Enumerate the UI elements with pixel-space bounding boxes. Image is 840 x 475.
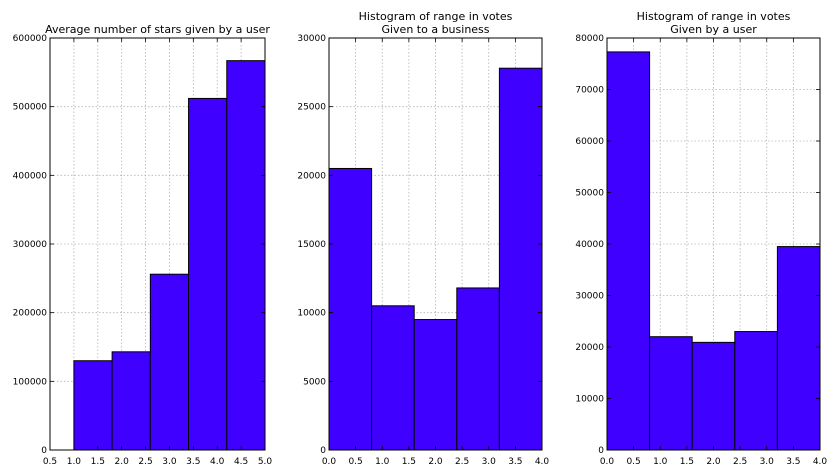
y-tick-label: 400000 bbox=[13, 171, 48, 181]
y-tick-label: 25000 bbox=[297, 103, 326, 113]
y-tick-label: 600000 bbox=[13, 34, 48, 44]
y-tick-label: 200000 bbox=[13, 309, 48, 319]
x-tick-label: 0.0 bbox=[322, 457, 337, 467]
x-tick-label: 0.0 bbox=[600, 457, 615, 467]
y-tick-label: 50000 bbox=[575, 189, 604, 199]
chart-title: Histogram of range in votes bbox=[359, 10, 513, 23]
x-tick-label: 1.5 bbox=[402, 457, 416, 467]
ticks: 0.5 1.0 1.5 2.0 2.5 3.0 3.5 4.0 4.5 5.0 0 100000 200… bbox=[13, 34, 273, 467]
bar bbox=[413, 319, 458, 451]
x-tick-label: 0.5 bbox=[348, 457, 362, 467]
y-tick-label: 20000 bbox=[297, 171, 326, 181]
bar bbox=[111, 351, 151, 451]
bar bbox=[691, 341, 736, 451]
x-tick-label: 1.5 bbox=[91, 457, 105, 467]
x-tick-label: 3.0 bbox=[482, 457, 497, 467]
chart-title: Histogram of range in votes bbox=[637, 10, 791, 23]
y-tick-label: 40000 bbox=[575, 240, 604, 250]
bar bbox=[73, 360, 113, 451]
bar bbox=[371, 305, 415, 451]
y-tick-label: 0 bbox=[41, 446, 47, 456]
y-tick-label: 0 bbox=[320, 446, 326, 456]
y-tick-label: 15000 bbox=[297, 240, 326, 250]
x-tick-label: 0.5 bbox=[43, 457, 57, 467]
x-tick-label: 2.5 bbox=[138, 457, 152, 467]
histogram-panel-3: 0.0 0.5 1.0 1.5 2.0 2.5 3.0 3.5 4.0 0 10000 20000 30… bbox=[575, 10, 827, 467]
bar bbox=[649, 336, 693, 451]
y-tick-label: 500000 bbox=[13, 103, 48, 113]
y-tick-label: 5000 bbox=[303, 377, 326, 387]
y-tick-label: 10000 bbox=[575, 395, 604, 405]
y-tick-label: 60000 bbox=[575, 137, 604, 147]
bar bbox=[734, 331, 778, 451]
bar bbox=[226, 60, 266, 451]
y-tick-label: 30000 bbox=[575, 292, 604, 302]
ticks: 0.0 0.5 1.0 1.5 2.0 2.5 3.0 3.5 4.0 0 5000 10000 150… bbox=[297, 34, 549, 467]
x-tick-label: 3.5 bbox=[508, 457, 522, 467]
x-tick-label: 3.5 bbox=[786, 457, 800, 467]
x-tick-label: 5.0 bbox=[258, 457, 273, 467]
bars bbox=[328, 67, 543, 451]
histogram-panel-1: 0.5 1.0 1.5 2.0 2.5 3.0 3.5 4.0 4.5 5.0 0 100000 200… bbox=[13, 23, 273, 467]
bar bbox=[188, 97, 228, 451]
x-tick-label: 2.5 bbox=[733, 457, 747, 467]
bar bbox=[149, 273, 190, 451]
y-tick-label: 30000 bbox=[297, 34, 326, 44]
y-tick-label: 0 bbox=[598, 446, 604, 456]
x-tick-label: 1.5 bbox=[680, 457, 694, 467]
x-tick-label: 3.0 bbox=[162, 457, 177, 467]
x-tick-label: 2.5 bbox=[455, 457, 469, 467]
x-tick-label: 2.0 bbox=[706, 457, 721, 467]
x-tick-label: 0.5 bbox=[626, 457, 640, 467]
y-tick-label: 80000 bbox=[575, 34, 604, 44]
y-tick-label: 20000 bbox=[575, 343, 604, 353]
x-tick-label: 4.0 bbox=[535, 457, 550, 467]
chart-title: Given to a business bbox=[381, 23, 489, 36]
x-tick-label: 2.0 bbox=[115, 457, 130, 467]
histogram-panel-2: 0.0 0.5 1.0 1.5 2.0 2.5 3.0 3.5 4.0 0 5000 10000 150… bbox=[297, 10, 549, 467]
ticks: 0.0 0.5 1.0 1.5 2.0 2.5 3.0 3.5 4.0 0 10000 20000 30… bbox=[575, 34, 827, 467]
y-tick-label: 100000 bbox=[13, 377, 48, 387]
bar bbox=[498, 67, 543, 451]
bars bbox=[606, 51, 821, 451]
x-tick-label: 1.0 bbox=[653, 457, 668, 467]
bar bbox=[456, 287, 500, 451]
x-tick-label: 4.0 bbox=[813, 457, 828, 467]
chart-title: Given by a user bbox=[670, 23, 757, 36]
y-tick-label: 300000 bbox=[13, 240, 48, 250]
x-tick-label: 4.0 bbox=[210, 457, 225, 467]
y-tick-label: 10000 bbox=[297, 309, 326, 319]
bar bbox=[606, 51, 651, 451]
chart-title: Average number of stars given by a user bbox=[45, 23, 270, 36]
x-tick-label: 3.5 bbox=[186, 457, 200, 467]
x-tick-label: 4.5 bbox=[234, 457, 248, 467]
x-tick-label: 2.0 bbox=[428, 457, 443, 467]
bars bbox=[73, 60, 266, 451]
bar bbox=[776, 246, 821, 451]
y-tick-label: 70000 bbox=[575, 86, 604, 96]
x-tick-label: 1.0 bbox=[67, 457, 82, 467]
x-tick-label: 1.0 bbox=[375, 457, 390, 467]
bar bbox=[328, 167, 373, 451]
x-tick-label: 3.0 bbox=[760, 457, 775, 467]
